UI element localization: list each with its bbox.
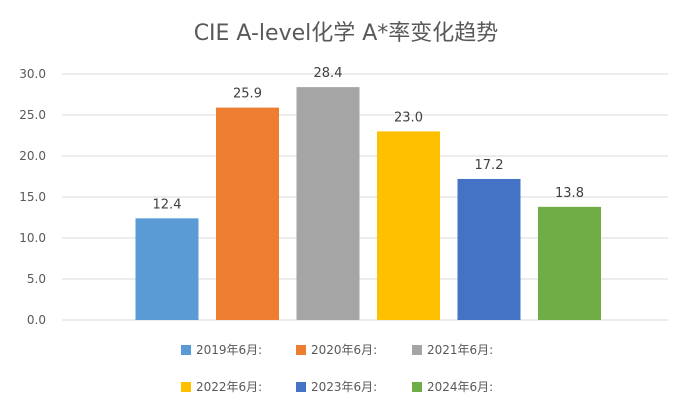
legend-swatch: [412, 382, 422, 392]
y-tick-label: 10.0: [19, 231, 46, 245]
y-tick-label: 20.0: [19, 149, 46, 163]
y-tick-label: 5.0: [27, 272, 46, 286]
legend-label: 2021年6月:: [427, 343, 493, 357]
chart-title: CIE A-level化学 A*率变化趋势: [194, 21, 499, 46]
y-axis: 0.0 5.0 10.0 15.0 20.0 25.0 30.0: [19, 67, 46, 327]
legend-label: 2024年6月:: [427, 380, 493, 394]
legend-swatch: [296, 382, 306, 392]
data-label: 17.2: [475, 158, 504, 173]
legend-label: 2020年6月:: [311, 343, 377, 357]
bar-6: [538, 206, 601, 320]
legend: 2019年6月: 2020年6月: 2021年6月: 2022年6月: 2023年6月:…: [181, 343, 493, 394]
bar-1: [135, 218, 199, 320]
bar-2: [216, 107, 279, 321]
legend-swatch: [181, 382, 191, 392]
legend-label: 2022年6月:: [196, 380, 262, 394]
legend-swatch: [296, 345, 306, 355]
y-tick-label: 15.0: [19, 190, 46, 204]
data-labels: 12.4 25.9 28.4 23.0 17.2 13.8: [153, 66, 584, 212]
legend-swatch: [412, 345, 422, 355]
y-tick-label: 0.0: [27, 313, 46, 327]
bar-3: [296, 87, 360, 321]
data-label: 23.0: [394, 110, 423, 125]
y-tick-label: 25.0: [19, 108, 46, 122]
y-tick-label: 30.0: [19, 67, 46, 81]
bar-4: [377, 131, 440, 320]
data-label: 25.9: [233, 87, 262, 102]
data-label: 13.8: [555, 186, 584, 201]
legend-label: 2023年6月:: [311, 380, 377, 394]
data-label: 28.4: [314, 66, 343, 81]
bars: [135, 87, 601, 321]
legend-swatch: [181, 345, 191, 355]
legend-label: 2019年6月:: [196, 343, 262, 357]
bar-5: [457, 178, 521, 320]
data-label: 12.4: [153, 197, 182, 212]
